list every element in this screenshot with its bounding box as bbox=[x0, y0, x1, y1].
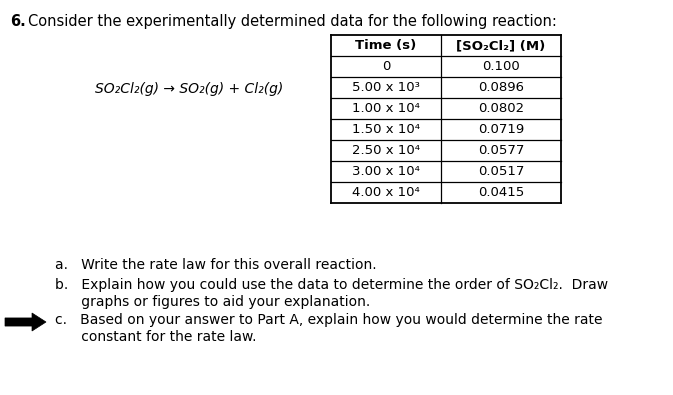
Text: [SO₂Cl₂] (M): [SO₂Cl₂] (M) bbox=[456, 39, 546, 52]
Text: 6.: 6. bbox=[10, 14, 26, 29]
Text: a.   Write the rate law for this overall reaction.: a. Write the rate law for this overall r… bbox=[55, 258, 377, 272]
Text: 3.00 x 10⁴: 3.00 x 10⁴ bbox=[352, 165, 420, 178]
Text: SO₂Cl₂(g) → SO₂(g) + Cl₂(g): SO₂Cl₂(g) → SO₂(g) + Cl₂(g) bbox=[95, 82, 283, 96]
Text: Consider the experimentally determined data for the following reaction:: Consider the experimentally determined d… bbox=[28, 14, 557, 29]
Text: 1.00 x 10⁴: 1.00 x 10⁴ bbox=[352, 102, 420, 115]
Text: 5.00 x 10³: 5.00 x 10³ bbox=[352, 81, 420, 94]
Text: 0.100: 0.100 bbox=[482, 60, 520, 73]
Text: 1.50 x 10⁴: 1.50 x 10⁴ bbox=[352, 123, 420, 136]
Text: 4.00 x 10⁴: 4.00 x 10⁴ bbox=[352, 186, 420, 199]
Text: Time (s): Time (s) bbox=[355, 39, 417, 52]
Text: 0.0896: 0.0896 bbox=[478, 81, 524, 94]
Text: 0: 0 bbox=[382, 60, 390, 73]
Text: 0.0802: 0.0802 bbox=[478, 102, 524, 115]
Text: b.   Explain how you could use the data to determine the order of SO₂Cl₂.  Draw: b. Explain how you could use the data to… bbox=[55, 278, 608, 292]
Text: constant for the rate law.: constant for the rate law. bbox=[55, 330, 256, 344]
Text: 0.0415: 0.0415 bbox=[478, 186, 524, 199]
Text: 0.0719: 0.0719 bbox=[478, 123, 524, 136]
Text: 2.50 x 10⁴: 2.50 x 10⁴ bbox=[352, 144, 420, 157]
Text: c.   Based on your answer to Part A, explain how you would determine the rate: c. Based on your answer to Part A, expla… bbox=[55, 313, 602, 327]
Text: 0.0517: 0.0517 bbox=[478, 165, 524, 178]
Text: graphs or figures to aid your explanation.: graphs or figures to aid your explanatio… bbox=[55, 295, 370, 309]
Text: 0.0577: 0.0577 bbox=[478, 144, 524, 157]
Polygon shape bbox=[5, 313, 46, 331]
